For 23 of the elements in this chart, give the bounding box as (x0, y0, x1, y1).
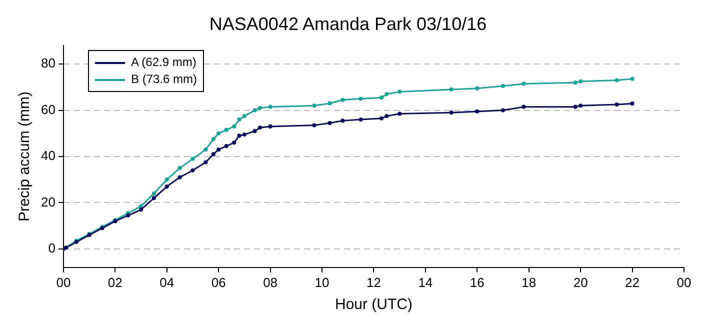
y-tick-label: 80 (40, 56, 56, 71)
legend-label: B (73.6 mm) (131, 71, 198, 88)
x-tick-label: 12 (366, 274, 381, 290)
chart-title: NASA0042 Amanda Park 03/10/16 (209, 14, 487, 34)
x-tick-label: 08 (263, 274, 278, 290)
y-tick-label: 40 (40, 148, 56, 164)
x-tick-label: 00 (56, 274, 71, 290)
x-tick-label: 20 (573, 274, 588, 290)
x-tick-label: 02 (108, 274, 122, 290)
x-tick-label: 14 (418, 274, 433, 290)
y-tick-label: 20 (40, 194, 56, 210)
legend-label: A (62.9 mm) (131, 54, 196, 71)
x-axis-title: Hour (UTC) (334, 296, 412, 314)
x-tick-label: 10 (314, 274, 330, 290)
y-axis-title: Precip accum (mm) (16, 91, 34, 222)
x-tick-label: 22 (625, 274, 640, 290)
x-tick-label: 16 (470, 274, 484, 290)
x-tick-label: 04 (160, 274, 174, 290)
y-tick-label: 0 (48, 240, 56, 256)
x-tick-label: 00 (676, 274, 692, 290)
x-tick-label: 18 (522, 274, 536, 290)
x-tick-label: 06 (211, 274, 226, 290)
y-tick-label: 60 (40, 102, 56, 117)
